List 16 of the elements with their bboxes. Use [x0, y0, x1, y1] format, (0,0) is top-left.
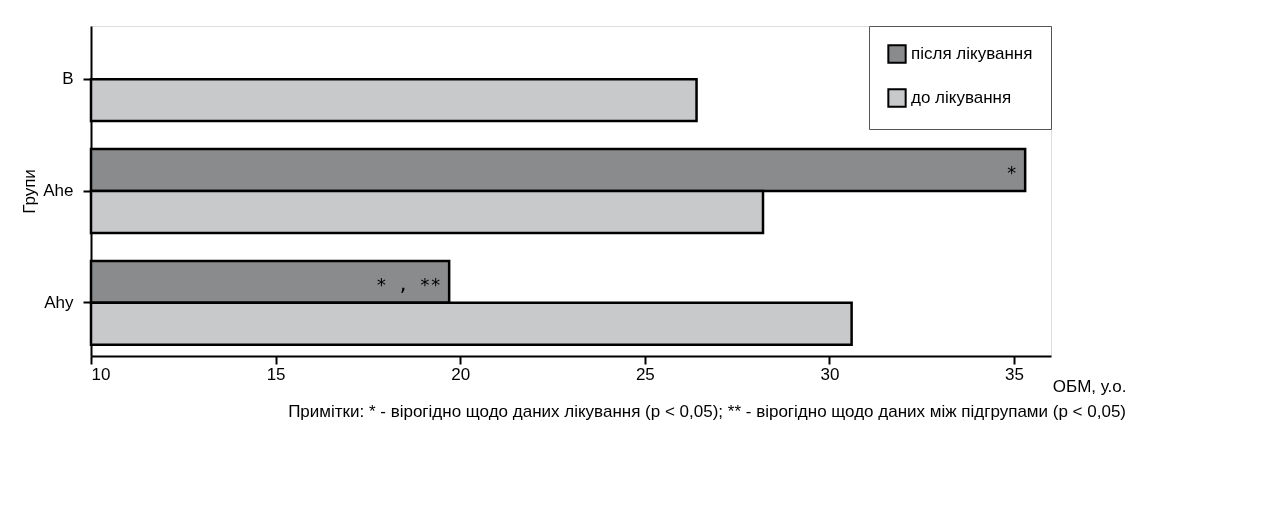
x-tick-label: 20	[451, 364, 471, 384]
y-axis-title: Групи	[20, 169, 40, 214]
legend-label: до лікування	[911, 88, 1012, 107]
legend-label: після лікування	[911, 44, 1033, 63]
x-tick-label: 30	[820, 364, 840, 384]
y-tick-label: Ahy	[44, 292, 74, 312]
x-tick-label: 35	[1005, 364, 1025, 384]
x-tick-label: 15	[266, 364, 286, 384]
x-tick-label: 10	[91, 364, 111, 384]
annotation: * , **	[376, 274, 442, 296]
y-tick-label: Ahe	[43, 181, 74, 200]
x-tick-label: 25	[635, 364, 655, 384]
x-axis-title: ОБМ, у.о.	[1052, 376, 1127, 396]
y-tick-label: B	[62, 69, 74, 89]
annotation: *	[1006, 162, 1018, 184]
text: Примітки: * - вірогідно щодо даних лікування (p < 0,05); ** - вірогідно щодо даних між підгрупами (p < 0,05)	[288, 402, 1126, 421]
